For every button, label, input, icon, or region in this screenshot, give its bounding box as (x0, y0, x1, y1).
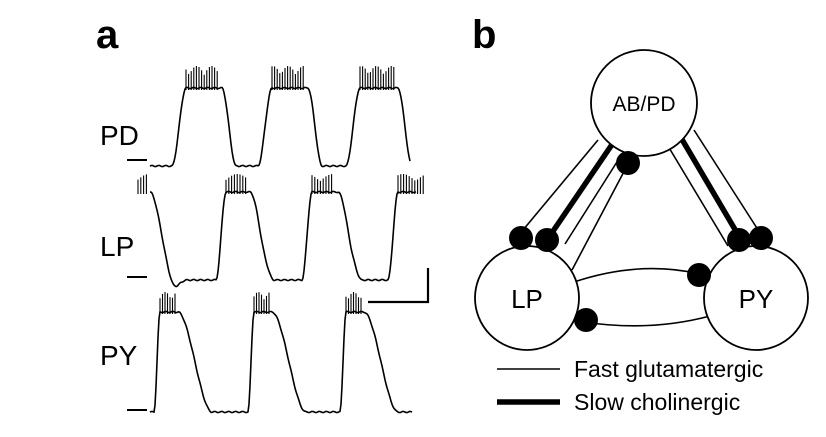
edge-abpd-py-outline (667, 145, 729, 247)
panel-a-letter: a (96, 13, 119, 57)
synapse-dot (616, 151, 640, 175)
edge-lp-abpd-fast (571, 163, 629, 271)
panel-b: b AB/PD LP PY Fast glutamatergic (472, 13, 809, 415)
synapse-dot (574, 308, 598, 332)
legend-slow-label: Slow cholinergic (574, 389, 740, 415)
node-lp-label: LP (511, 284, 543, 314)
edge-lp-py-lower (583, 315, 711, 327)
trace-label-pd: PD (100, 120, 139, 151)
synapse-dot (749, 226, 773, 250)
trace-py (149, 292, 413, 414)
trace-waveform (149, 190, 417, 288)
trace-lp (137, 174, 424, 288)
edge-abpd-py-slow (677, 134, 743, 240)
synapse-dot (687, 263, 711, 287)
node-py-label: PY (739, 284, 774, 314)
synapse-dot (727, 228, 751, 252)
trace-pd (149, 66, 411, 168)
synapse-dot (509, 226, 533, 250)
synapse-dot (535, 228, 559, 252)
edge-abpd-lp-slow (544, 141, 616, 242)
node-abpd (590, 49, 698, 157)
trace-label-lp: LP (100, 231, 134, 262)
legend-fast-label: Fast glutamatergic (574, 356, 763, 382)
trace-label-py: PY (100, 340, 138, 371)
edge-abpd-lp-outline (564, 153, 623, 245)
trace-waveform (149, 310, 413, 414)
trace-waveform (149, 86, 411, 168)
edge-lp-py-upper (573, 267, 701, 283)
panel-a: a PD LP PY (96, 13, 430, 414)
edge-abpd-lp-fast (517, 139, 599, 237)
edge-abpd-py-fast (693, 129, 763, 237)
scale-bar (368, 268, 430, 304)
node-abpd-label: AB/PD (612, 93, 675, 116)
panel-b-letter: b (472, 13, 496, 57)
